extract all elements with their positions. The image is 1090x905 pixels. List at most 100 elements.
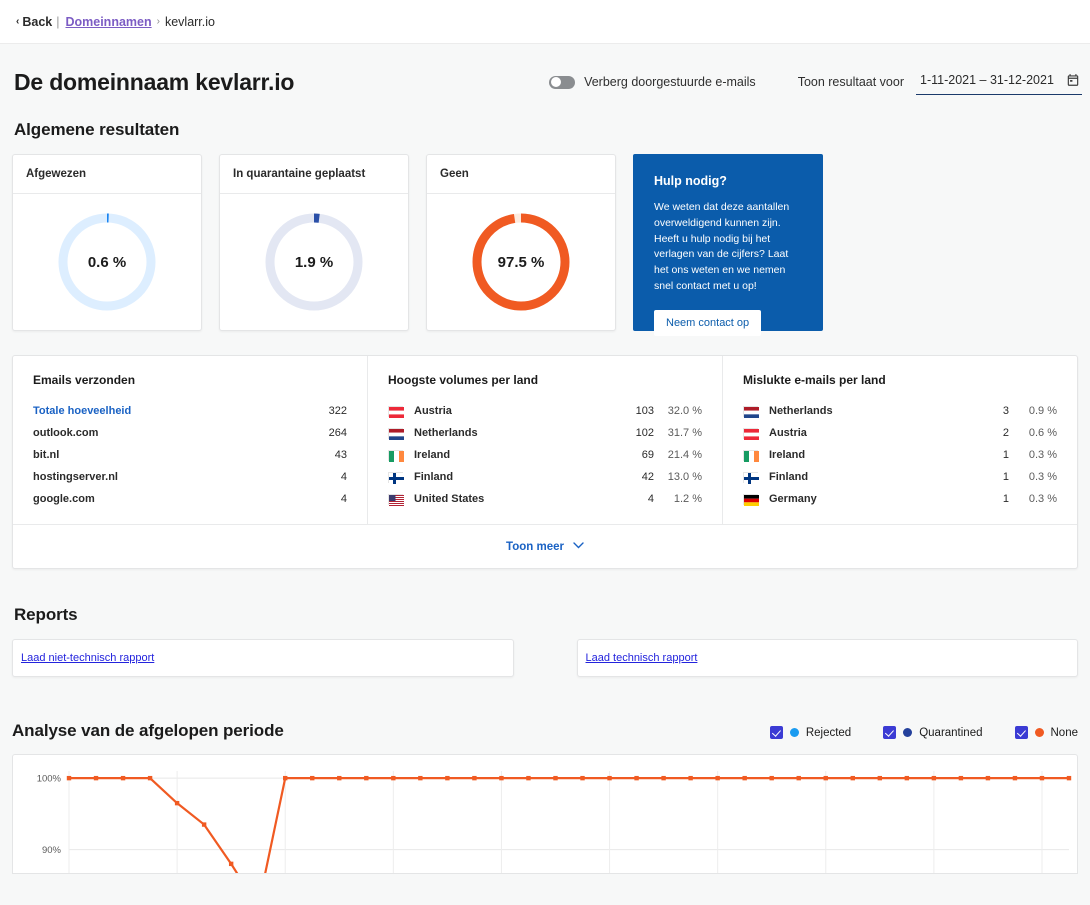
table-row[interactable]: Totale hoeveelheid 322 [33,400,347,422]
table-row-percent: 32.0 % [667,405,702,417]
table-row[interactable]: bit.nl 43 [33,444,347,466]
table-row-label: United States [414,493,485,505]
flag-austria-icon [743,427,759,440]
table-row[interactable]: google.com 4 [33,488,347,510]
table-row-label: Netherlands [769,405,833,417]
table-row-count: 264 [328,427,347,439]
table-row-label: bit.nl [33,449,60,461]
legend-label: Rejected [805,726,852,739]
table-row-percent: 1.2 % [673,493,702,505]
date-range-caption: Toon resultaat voor [797,75,904,89]
donut-card-title: Afgewezen [13,155,201,194]
table-row[interactable]: Austria 103 32.0 % [388,400,702,422]
table-row-percent: 31.7 % [667,427,702,439]
legend-checkbox[interactable] [769,726,783,739]
table-row[interactable]: outlook.com 264 [33,422,347,444]
legend-color-dot [789,728,799,737]
report-card-technical: Laad technisch rapport [576,639,1078,677]
donut-value: 1.9 % [294,253,334,271]
legend-item-quarantined[interactable]: Quarantined [883,726,983,739]
reports-section: Reports Laad niet-technisch rapport Laad… [0,605,1090,677]
table-row-count: 4 [647,493,654,505]
table-row-label: Ireland [769,449,806,461]
show-more-label: Toon meer [506,540,564,553]
flag-finland-icon [743,471,759,484]
chevron-down-icon [573,541,584,552]
table-row-count: 43 [334,449,347,461]
table-row[interactable]: Netherlands 3 0.9 % [743,400,1057,422]
chart-legend: Rejected Quarantined None [769,726,1078,741]
table-row-count: 2 [1002,427,1009,439]
tables-panel: Emails verzonden Totale hoeveelheid 322 ou… [12,355,1078,569]
legend-item-none[interactable]: None [1014,726,1078,739]
tables-row: Emails verzonden Totale hoeveelheid 322 ou… [13,356,1077,524]
table-row-count: 1 [1002,471,1009,483]
help-box-text: We weten dat deze aantallen overweldigen… [654,201,790,292]
breadcrumb-current: kevlarr.io [164,14,215,29]
donut-body: 0.6 % [13,194,201,330]
date-range-field[interactable]: 1-11-2021 – 31-12-2021 [916,69,1082,95]
donut-body: 97.5 % [427,194,615,330]
table-emails-sent: Emails verzonden Totale hoeveelheid 322 ou… [13,356,367,524]
header-controls: Verberg doorgestuurde e-mails Toon resul… [549,69,1082,95]
breadcrumb-arrow-icon: › [156,16,160,27]
table-row[interactable]: Finland 42 13.0 % [388,466,702,488]
breadcrumb-link-domeinnamen[interactable]: Domeinnamen [65,14,152,29]
table-row-label: Austria [414,405,452,417]
show-more-button[interactable]: Toon meer [13,524,1077,568]
table-failed-by-country: Mislukte e-mails per land Netherlands 3 0.… [722,356,1077,524]
date-range-group: Toon resultaat voor 1-11-2021 – 31-12-20… [798,69,1082,95]
table-body: Netherlands 3 0.9 % Austria 2 0.6 % Ireland 1 0.… [743,400,1057,510]
chevron-left-icon: ‹ [16,15,20,27]
donut-chart-none: 97.5 % [469,210,573,314]
hide-forwarded-toggle-group: Verberg doorgestuurde e-mails [549,75,756,89]
table-row-percent: 21.4 % [667,449,702,461]
download-technical-report-link[interactable]: Laad technisch rapport [585,652,698,664]
table-row-count: 4 [340,471,347,483]
legend-checkbox[interactable] [1014,726,1028,739]
hide-forwarded-label: Verberg doorgestuurde e-mails [584,75,756,89]
table-row[interactable]: Ireland 69 21.4 % [388,444,702,466]
donut-card-row: Afgewezen 0.6 % In quarantaine geplaatst [0,154,1090,336]
overview-section: Algemene resultaten Afgewezen 0.6 % In q… [0,120,1090,336]
hide-forwarded-toggle[interactable] [549,75,576,89]
table-row[interactable]: Germany 1 0.3 % [743,488,1057,510]
legend-color-dot [1034,728,1044,737]
table-row-percent: 13.0 % [667,471,702,483]
table-row-label: Netherlands [414,427,478,439]
donut-chart-rejected: 0.6 % [55,210,159,314]
table-title: Mislukte e-mails per land [743,373,886,387]
flag-ireland-icon [743,449,759,462]
legend-checkbox[interactable] [883,726,897,739]
table-row-label: Ireland [414,449,451,461]
reports-section-title: Reports [14,605,78,624]
legend-label: Quarantined [919,726,983,739]
table-row-count: 1 [1002,449,1009,461]
table-row[interactable]: Ireland 1 0.3 % [743,444,1057,466]
table-row-count: 69 [641,449,654,461]
contact-button[interactable]: Neem contact op [654,309,762,336]
table-row[interactable]: Netherlands 102 31.7 % [388,422,702,444]
table-top-volumes: Hoogste volumes per land Austria 103 32.0 … [367,356,722,524]
table-row[interactable]: hostingserver.nl 4 [33,466,347,488]
table-row-count: 4 [340,493,347,505]
overview-section-title: Algemene resultaten [14,120,180,139]
table-row-count: 102 [635,427,654,439]
table-row[interactable]: Finland 1 0.3 % [743,466,1057,488]
donut-value: 0.6 % [87,253,127,271]
donut-card-title: Geen [427,155,615,194]
legend-item-rejected[interactable]: Rejected [769,726,852,739]
table-row-label: Austria [769,427,807,439]
back-button[interactable]: ‹ Back [16,15,52,29]
breadcrumb-pipe: | [56,14,60,29]
table-row-percent: 0.3 % [1028,493,1057,505]
table-row[interactable]: Austria 2 0.6 % [743,422,1057,444]
flag-united-states-icon [388,493,404,506]
calendar-icon[interactable] [1066,73,1080,87]
table-row-percent: 0.9 % [1028,405,1057,417]
table-row[interactable]: United States 4 1.2 % [388,488,702,510]
page-header: De domeinnaam kevlarr.io Verberg doorges… [0,44,1090,120]
table-row-label: Finland [769,471,809,483]
table-row-label: google.com [33,493,95,505]
download-non-technical-report-link[interactable]: Laad niet-technisch rapport [21,652,155,664]
